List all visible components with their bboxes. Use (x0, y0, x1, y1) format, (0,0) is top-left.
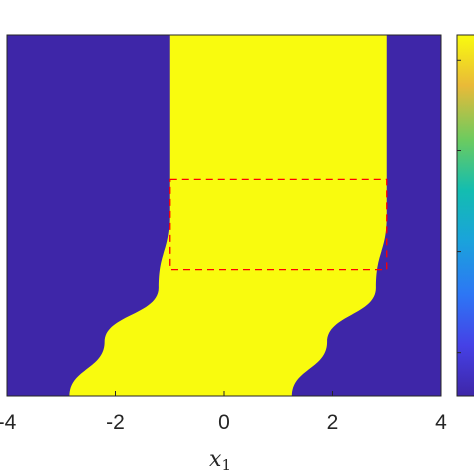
region-inside (69, 35, 387, 396)
colorbar (456, 34, 474, 397)
x-tick-label: -4 (0, 411, 17, 434)
x-tick-label: 2 (327, 411, 339, 434)
x-ticks: -4 -2 0 2 4 (0, 391, 447, 434)
colorbar-ticks (457, 59, 461, 354)
plot-area (6, 34, 442, 397)
dashed-annotation-box (169, 178, 388, 271)
x-axis-label: x1 (209, 447, 231, 474)
x-tick-label: -2 (106, 411, 125, 434)
x-tick-label: 0 (218, 411, 230, 434)
x-tick-label: 4 (435, 411, 447, 434)
colorbar-gradient (456, 34, 474, 397)
